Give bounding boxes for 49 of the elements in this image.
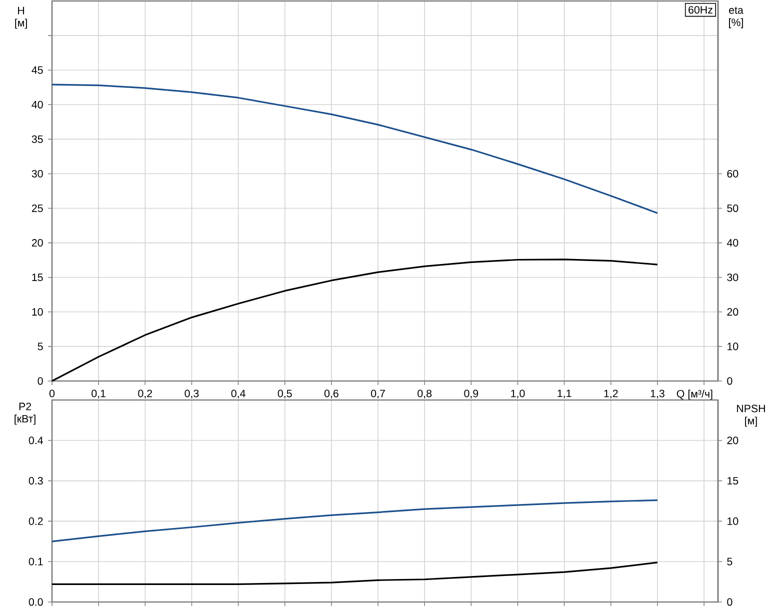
x-tick-label: 0,7	[371, 390, 385, 399]
y-tick-label: 15	[32, 274, 43, 282]
y-tick-label: 0	[38, 377, 43, 385]
y2-tick-label: 15	[728, 477, 738, 485]
y-axis-title: P2 [кВт]	[14, 402, 36, 425]
y2-tick-label: 60	[727, 170, 738, 178]
x-tick-label: 0	[49, 390, 55, 398]
y2-axis-title: eta [%]	[729, 6, 744, 28]
y2-tick-label: 40	[726, 239, 738, 247]
line-series	[51, 258, 658, 382]
y-tick-label: 20	[32, 239, 43, 247]
line-series	[51, 499, 658, 542]
y-axis-title: H [м]	[15, 6, 27, 29]
y-tick-label: 0.4	[28, 436, 43, 444]
y2-tick-label: 20	[727, 436, 738, 444]
y-tick-label: 25	[32, 204, 43, 212]
y-tick-label: 40	[32, 100, 43, 108]
y-tick-label: 0.2	[28, 517, 43, 525]
x-tick-label: 0,9	[464, 390, 478, 399]
x-tick-label: 0,6	[324, 390, 338, 399]
y-tick-label: 0.3	[28, 477, 43, 485]
y-tick-label: 30	[32, 170, 43, 178]
y-tick-label: 35	[32, 135, 43, 143]
x-tick-label: 1,3	[650, 390, 664, 399]
y-tick-label: 5	[38, 342, 43, 350]
x-tick-label: 1,2	[604, 390, 618, 399]
y-tick-label: 0.1	[28, 558, 43, 566]
y-tick-label: 45	[32, 66, 43, 74]
y2-tick-label: 5	[727, 558, 732, 566]
x-tick-label: 0,4	[231, 390, 246, 399]
x-tick-label: 1,0	[511, 390, 525, 399]
y2-tick-label: 0	[727, 598, 732, 606]
y2-tick-label: 50	[727, 204, 738, 212]
y-tick-label: 10	[32, 308, 43, 316]
y2-tick-label: 10	[728, 342, 738, 350]
y-tick-label: 0.0	[28, 598, 43, 606]
x-tick-label: 0,1	[92, 390, 106, 399]
annotation: 60Hz	[688, 6, 712, 14]
y2-tick-label: 20	[727, 308, 738, 316]
x-tick-label: 1,1	[558, 390, 572, 398]
x-tick-label: 0,3	[184, 390, 199, 399]
x-tick-label: 0,2	[138, 390, 152, 399]
y2-tick-label: 0	[727, 377, 732, 385]
y2-axis-title: NPSH [м]	[737, 404, 765, 427]
y2-tick-label: 10	[728, 517, 738, 525]
x-axis-title: Q [м³/ч]	[676, 390, 712, 400]
y2-tick-label: 30	[727, 274, 738, 282]
x-tick-label: 0,8	[418, 390, 432, 399]
x-tick-label: 0,5	[278, 390, 292, 399]
